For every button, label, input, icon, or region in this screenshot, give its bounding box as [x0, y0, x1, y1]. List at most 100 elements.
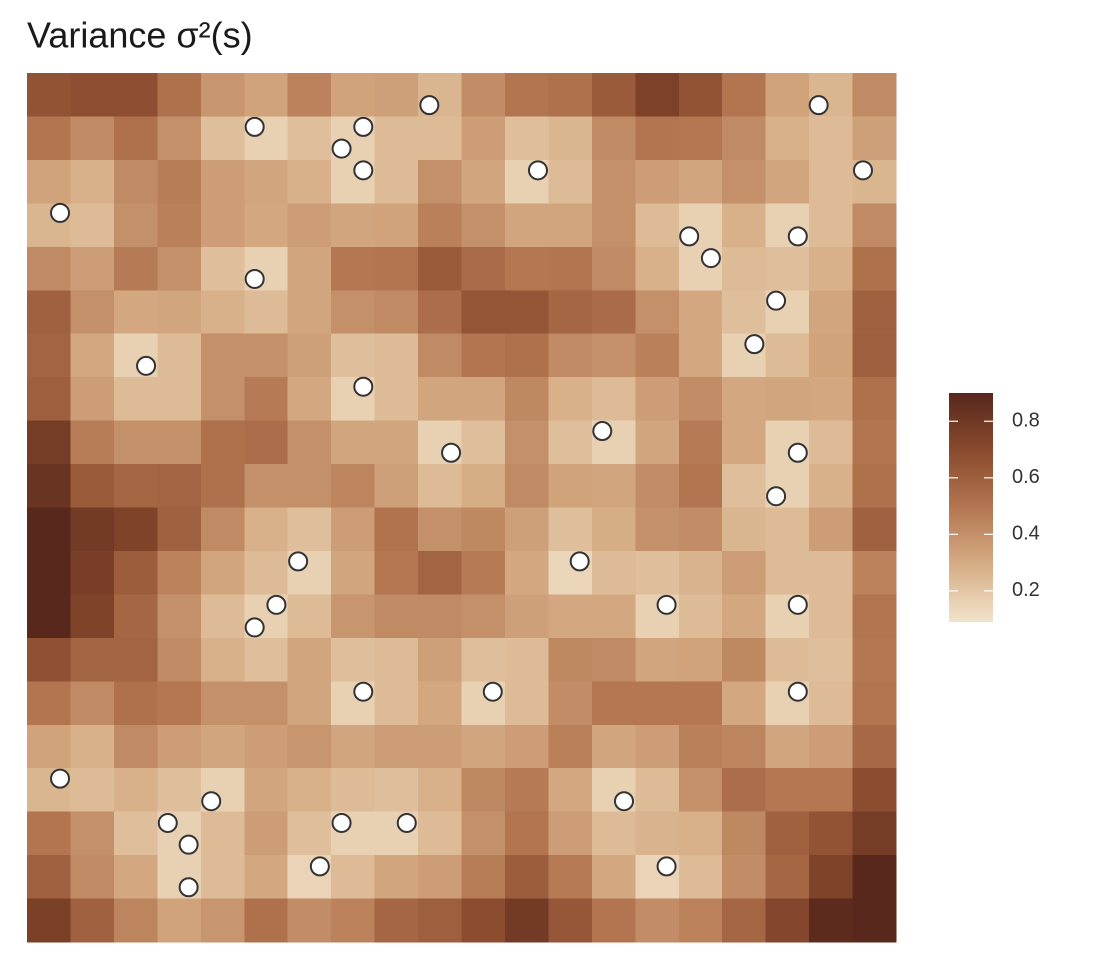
observation-point	[331, 812, 352, 833]
observation-point	[744, 334, 765, 355]
heat-cell	[852, 377, 897, 422]
heat-cell	[70, 507, 115, 552]
heat-cell	[678, 855, 723, 900]
heat-cell	[635, 116, 680, 161]
heat-cell	[287, 898, 332, 943]
heat-cell	[374, 768, 419, 813]
colorbar-tick-label: 0.2	[1012, 579, 1040, 601]
heat-cell	[722, 116, 767, 161]
heat-cell	[722, 73, 767, 118]
heat-cell	[331, 464, 376, 509]
heat-cell	[27, 550, 72, 595]
heat-cell	[461, 73, 506, 118]
heat-cell	[678, 637, 723, 682]
heat-cell	[27, 724, 72, 769]
heat-cell	[27, 333, 72, 378]
heat-cell	[27, 377, 72, 422]
heat-cell	[548, 898, 593, 943]
heat-cell	[765, 246, 810, 291]
heat-cell	[27, 855, 72, 900]
heat-cell	[635, 290, 680, 335]
heat-cell	[678, 159, 723, 204]
heat-cell	[548, 594, 593, 639]
heat-cell	[287, 637, 332, 682]
heat-cell	[504, 203, 549, 248]
heat-cell	[70, 159, 115, 204]
heat-cell	[809, 507, 854, 552]
heat-cell	[157, 594, 202, 639]
heat-cell	[113, 116, 158, 161]
heat-cell	[287, 377, 332, 422]
heat-cell	[27, 246, 72, 291]
heat-cell	[70, 811, 115, 856]
heat-cell	[70, 898, 115, 943]
heat-cell	[200, 550, 245, 595]
heat-cell	[418, 681, 463, 726]
heat-cell	[678, 290, 723, 335]
heat-cell	[852, 855, 897, 900]
heat-cell	[113, 898, 158, 943]
heat-cell	[70, 290, 115, 335]
heat-cell	[113, 594, 158, 639]
observation-point	[679, 226, 700, 247]
heat-cell	[418, 594, 463, 639]
heat-cell	[461, 203, 506, 248]
heat-cell	[157, 290, 202, 335]
heat-cell	[461, 768, 506, 813]
heat-cell	[852, 203, 897, 248]
heat-cell	[809, 681, 854, 726]
observation-point	[136, 355, 157, 376]
heat-cell	[374, 898, 419, 943]
heat-cell	[591, 637, 636, 682]
heat-cell	[157, 681, 202, 726]
heat-cell	[244, 637, 289, 682]
heat-cell	[635, 768, 680, 813]
heat-cell	[591, 594, 636, 639]
heat-cell	[157, 420, 202, 465]
heat-cell	[374, 73, 419, 118]
heat-cell	[157, 637, 202, 682]
heat-cell	[374, 464, 419, 509]
heat-cell	[461, 377, 506, 422]
heat-cell	[70, 681, 115, 726]
heat-cell	[591, 811, 636, 856]
heat-cell	[504, 73, 549, 118]
heat-cell	[548, 377, 593, 422]
heat-cell	[591, 550, 636, 595]
heat-cell	[765, 724, 810, 769]
heat-cell	[765, 637, 810, 682]
heat-cell	[418, 811, 463, 856]
heat-cell	[70, 203, 115, 248]
heat-cell	[374, 290, 419, 335]
heat-cell	[157, 768, 202, 813]
heat-cell	[852, 681, 897, 726]
heat-cell	[200, 594, 245, 639]
heat-cell	[809, 724, 854, 769]
colorbar-tick-label: 0.4	[1012, 523, 1040, 545]
heat-cell	[70, 855, 115, 900]
heat-cell	[765, 159, 810, 204]
heat-cell	[809, 637, 854, 682]
heat-cell	[200, 898, 245, 943]
heat-cell	[374, 594, 419, 639]
heat-cell	[591, 290, 636, 335]
heat-cell	[722, 637, 767, 682]
heat-cell	[635, 246, 680, 291]
heat-cell	[548, 290, 593, 335]
heat-cell	[331, 246, 376, 291]
heat-cell	[113, 159, 158, 204]
heat-cell	[331, 768, 376, 813]
heat-cell	[200, 507, 245, 552]
heat-cell	[635, 681, 680, 726]
heat-cell	[287, 594, 332, 639]
heat-cell	[765, 550, 810, 595]
heat-cell	[418, 768, 463, 813]
heat-cell	[418, 550, 463, 595]
heat-cell	[591, 377, 636, 422]
observation-point	[157, 812, 178, 833]
heat-cell	[374, 550, 419, 595]
heat-cell	[27, 290, 72, 335]
heat-cell	[374, 116, 419, 161]
heat-cell	[591, 333, 636, 378]
